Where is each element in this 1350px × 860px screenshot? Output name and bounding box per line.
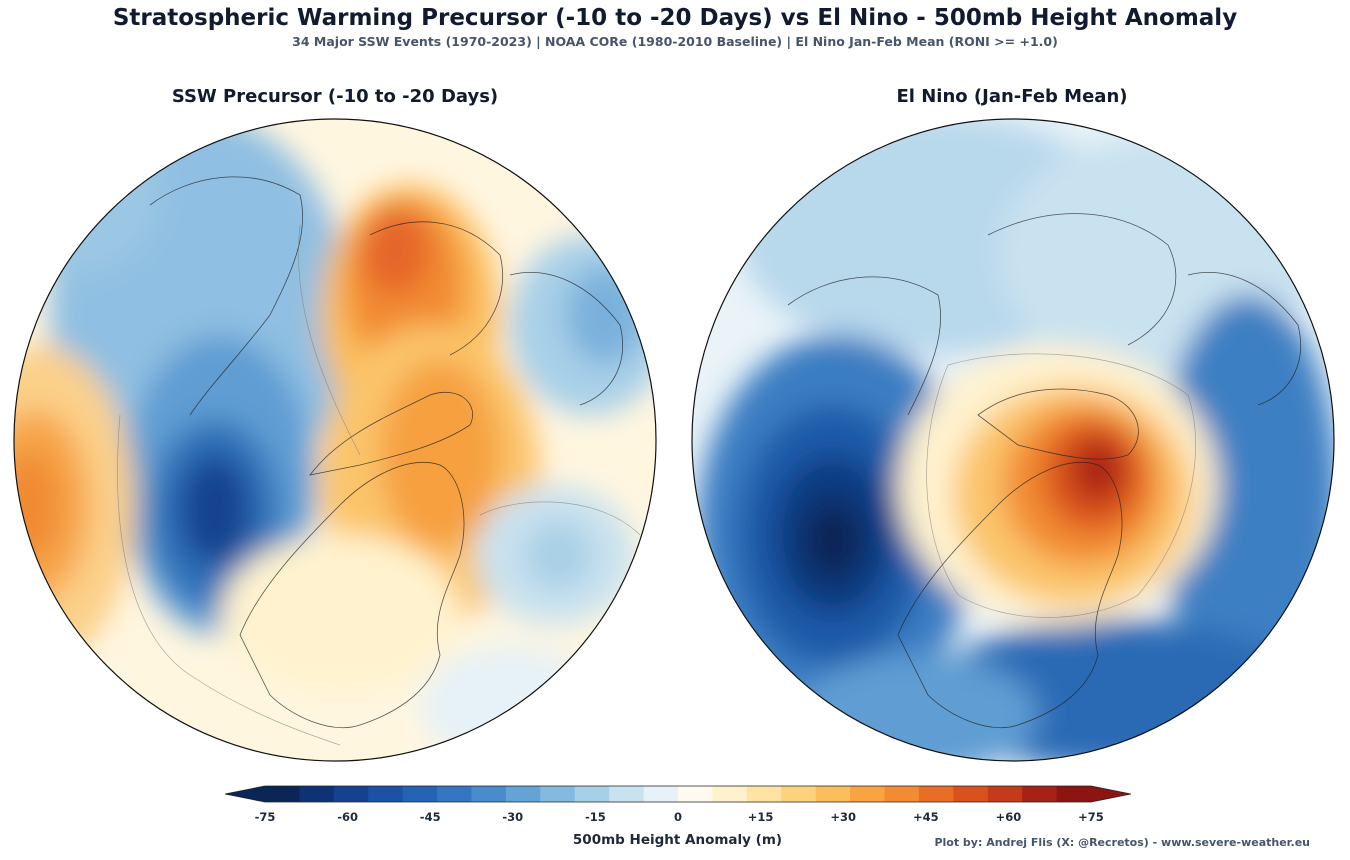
colorbar-cell bbox=[471, 786, 507, 802]
colorbar-extend-low bbox=[225, 786, 265, 802]
colorbar-label: 500mb Height Anomaly (m) bbox=[572, 832, 783, 848]
colorbar-tick-label: -15 bbox=[585, 810, 606, 824]
colorbar-tick-label: +45 bbox=[913, 810, 939, 824]
colorbar-cell bbox=[953, 786, 989, 802]
colorbar-tick-label: +30 bbox=[830, 810, 856, 824]
colorbar-tick-label: -30 bbox=[502, 810, 523, 824]
colorbar-cell bbox=[299, 786, 335, 802]
colorbar-cell bbox=[712, 786, 748, 802]
colorbar-cell bbox=[850, 786, 885, 802]
colorbar-tick-label: +15 bbox=[748, 810, 774, 824]
colorbar-tick-label: 0 bbox=[674, 810, 682, 824]
credit-text: Plot by: Andrej Flis (X: @Recretos) - ww… bbox=[934, 836, 1310, 849]
coastlines bbox=[787, 213, 1301, 729]
figure-subtitle: 34 Major SSW Events (1970-2023) | NOAA C… bbox=[292, 34, 1058, 49]
colorbar-cells bbox=[225, 785, 1131, 803]
colorbar-cell bbox=[643, 786, 679, 802]
panel-title-elnino: El Nino (Jan-Feb Mean) bbox=[896, 86, 1128, 107]
colorbar-cell bbox=[781, 786, 817, 802]
colorbar-cell bbox=[368, 786, 404, 802]
colorbar-tick-label: -75 bbox=[255, 810, 276, 824]
colorbar-cell bbox=[437, 786, 472, 802]
coastlines bbox=[149, 176, 623, 729]
colorbar-cell bbox=[1056, 786, 1092, 802]
colorbar-cell bbox=[678, 786, 713, 802]
colorbar-ticks: -75 -60 -45 -30 -15 0 +15 +30 +45 +60 +75 bbox=[255, 810, 1104, 824]
colorbar-cell bbox=[609, 786, 645, 802]
ssw-precursor-map bbox=[13, 118, 657, 762]
panel-title-ssw: SSW Precursor (-10 to -20 Days) bbox=[171, 86, 499, 107]
figure-title: Stratospheric Warming Precursor (-10 to … bbox=[112, 5, 1238, 31]
colorbar-cell bbox=[402, 786, 438, 802]
colorbar-extend-high bbox=[1091, 786, 1131, 802]
colorbar-tick-label: -60 bbox=[337, 810, 358, 824]
anomaly-field bbox=[698, 119, 1334, 761]
colorbar-tick-label: -45 bbox=[420, 810, 441, 824]
colorbar-cell bbox=[333, 786, 369, 802]
colorbar: -75 -60 -45 -30 -15 0 +15 +30 +45 +60 +75 bbox=[225, 785, 1131, 824]
colorbar-cell bbox=[574, 786, 610, 802]
colorbar-cell bbox=[987, 786, 1023, 802]
colorbar-tick-label: +75 bbox=[1078, 810, 1104, 824]
colorbar-cell bbox=[1022, 786, 1058, 802]
colorbar-cell bbox=[540, 786, 576, 802]
colorbar-cell bbox=[884, 786, 920, 802]
colorbar-cell bbox=[505, 786, 541, 802]
colorbar-outline bbox=[225, 785, 1131, 803]
zero-contour bbox=[926, 353, 1197, 618]
colorbar-cell bbox=[746, 786, 782, 802]
colorbar-cell bbox=[265, 786, 300, 802]
elnino-map bbox=[691, 118, 1335, 762]
colorbar-cell bbox=[815, 786, 851, 802]
colorbar-tick-label: +60 bbox=[996, 810, 1022, 824]
colorbar-cell bbox=[918, 786, 954, 802]
zero-contour bbox=[117, 224, 641, 746]
